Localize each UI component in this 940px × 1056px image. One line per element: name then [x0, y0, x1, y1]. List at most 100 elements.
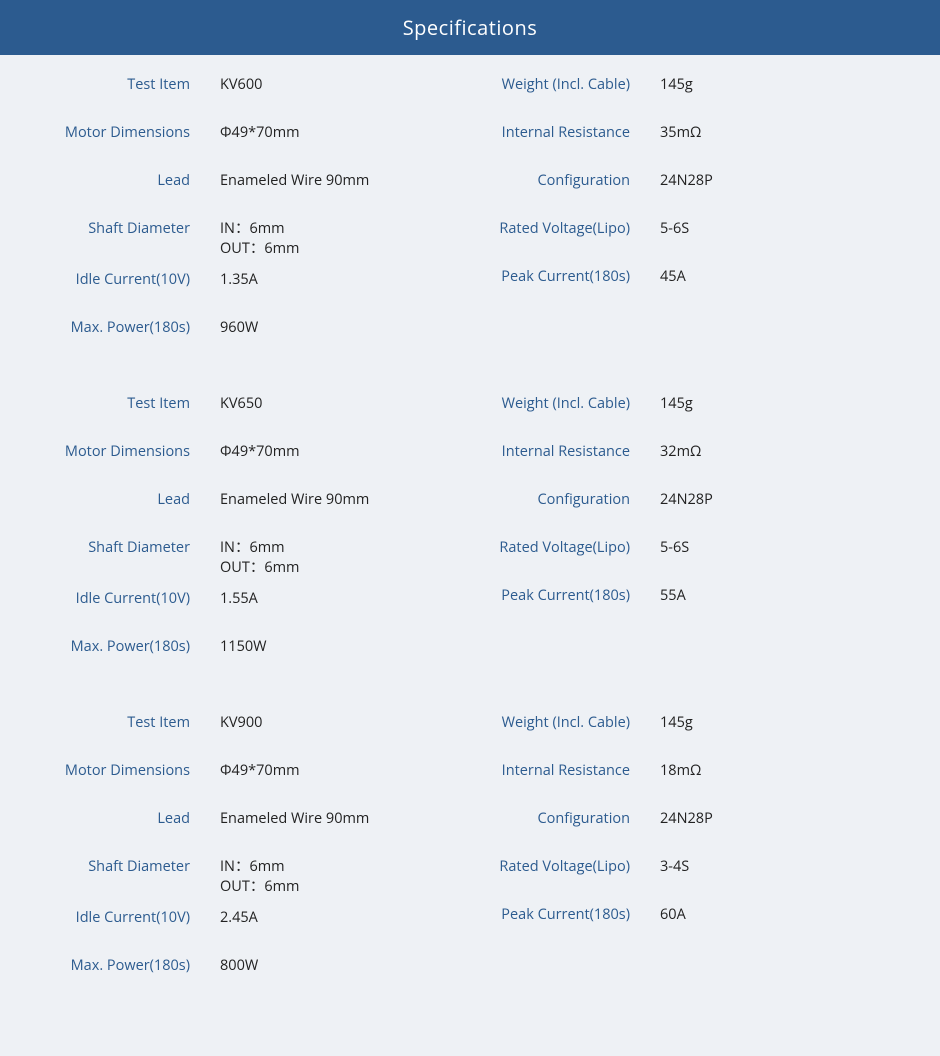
spec-row: Motor DimensionsΦ49*70mm [30, 436, 470, 484]
spec-value: 5-6S [660, 219, 910, 239]
spec-row: Idle Current(10V)1.55A [30, 583, 470, 631]
spec-column-left: Test ItemKV900 Motor DimensionsΦ49*70mm Le… [30, 707, 470, 998]
spec-value: IN：6mm OUT：6mm [220, 538, 470, 577]
spec-value: 2.45A [220, 908, 470, 928]
spec-value: 45A [660, 267, 910, 287]
spec-row: LeadEnameled Wire 90mm [30, 803, 470, 851]
spec-value: 960W [220, 318, 470, 338]
spec-value: Φ49*70mm [220, 442, 470, 462]
spec-row: Weight (Incl. Cable)145g [470, 69, 910, 117]
spec-label: Lead [30, 809, 220, 828]
spec-value: 1.35A [220, 270, 470, 290]
spec-value: 24N28P [660, 490, 910, 510]
spec-row: Motor DimensionsΦ49*70mm [30, 117, 470, 165]
spec-label: Rated Voltage(Lipo) [470, 219, 660, 238]
spec-row: Max. Power(180s)1150W [30, 631, 470, 679]
spec-row: Internal Resistance18mΩ [470, 755, 910, 803]
specs-header: Specifications [0, 0, 940, 55]
spec-value: 55A [660, 586, 910, 606]
spec-label: Test Item [30, 713, 220, 732]
spec-label: Shaft Diameter [30, 538, 220, 557]
spec-label: Configuration [470, 171, 660, 190]
spec-label: Max. Power(180s) [30, 637, 220, 656]
spec-label: Internal Resistance [470, 442, 660, 461]
spec-row: Shaft DiameterIN：6mm OUT：6mm [30, 851, 470, 902]
spec-row: LeadEnameled Wire 90mm [30, 484, 470, 532]
spec-row: Configuration24N28P [470, 803, 910, 851]
spec-label: Max. Power(180s) [30, 956, 220, 975]
spec-label: Test Item [30, 75, 220, 94]
spec-row: Peak Current(180s)55A [470, 580, 910, 628]
spec-label: Shaft Diameter [30, 857, 220, 876]
spec-label: Internal Resistance [470, 761, 660, 780]
spec-label: Configuration [470, 809, 660, 828]
spec-row: Test ItemKV600 [30, 69, 470, 117]
spec-label: Idle Current(10V) [30, 589, 220, 608]
spec-label: Motor Dimensions [30, 442, 220, 461]
spec-value: 145g [660, 394, 910, 414]
spec-value: Φ49*70mm [220, 123, 470, 143]
spec-label: Lead [30, 490, 220, 509]
spec-label: Idle Current(10V) [30, 270, 220, 289]
spec-value: 1150W [220, 637, 470, 657]
spec-value: 32mΩ [660, 442, 910, 462]
spec-group: Test ItemKV900 Motor DimensionsΦ49*70mm Le… [0, 707, 940, 998]
spec-label: Test Item [30, 394, 220, 413]
spec-value: 35mΩ [660, 123, 910, 143]
spec-value: Enameled Wire 90mm [220, 490, 470, 510]
spec-column-right: Weight (Incl. Cable)145gInternal Resista… [470, 69, 910, 360]
spec-label: Configuration [470, 490, 660, 509]
spec-column-right: Weight (Incl. Cable)145gInternal Resista… [470, 388, 910, 679]
spec-column-left: Test ItemKV650Motor DimensionsΦ49*70mmLe… [30, 388, 470, 679]
spec-row: Max. Power(180s)960W [30, 312, 470, 360]
spec-row: Test ItemKV650 [30, 388, 470, 436]
spec-row: Configuration24N28P [470, 165, 910, 213]
spec-column-left: Test ItemKV600Motor DimensionsΦ49*70mmLe… [30, 69, 470, 360]
spec-row: Idle Current(10V)2.45A [30, 902, 470, 950]
spec-value: 5-6S [660, 538, 910, 558]
spec-label: Idle Current(10V) [30, 908, 220, 927]
spec-value: 24N28P [660, 171, 910, 191]
spec-value: IN：6mm OUT：6mm [220, 219, 470, 258]
spec-value: KV900 [220, 713, 470, 733]
spec-label: Rated Voltage(Lipo) [470, 538, 660, 557]
spec-row: Internal Resistance35mΩ [470, 117, 910, 165]
spec-row: Internal Resistance32mΩ [470, 436, 910, 484]
spec-row: Peak Current(180s)45A [470, 261, 910, 309]
spec-row: Test ItemKV900 [30, 707, 470, 755]
spec-group: Test ItemKV600Motor DimensionsΦ49*70mmLe… [0, 69, 940, 360]
spec-row: Rated Voltage(Lipo)5-6S [470, 213, 910, 261]
spec-row: Idle Current(10V)1.35A [30, 264, 470, 312]
spec-value: 18mΩ [660, 761, 910, 781]
spec-value: Enameled Wire 90mm [220, 809, 470, 829]
spec-label: Max. Power(180s) [30, 318, 220, 337]
spec-label: Peak Current(180s) [470, 905, 660, 924]
specs-body: Test ItemKV600Motor DimensionsΦ49*70mmLe… [0, 55, 940, 1056]
spec-value: 800W [220, 956, 470, 976]
spec-row: Rated Voltage(Lipo)5-6S [470, 532, 910, 580]
spec-group: Test ItemKV650Motor DimensionsΦ49*70mmLe… [0, 388, 940, 679]
spec-value: KV600 [220, 75, 470, 95]
spec-row: LeadEnameled Wire 90mm [30, 165, 470, 213]
spec-column-right: Weight (Incl. Cable)145gInternal Resista… [470, 707, 910, 998]
spec-row: Weight (Incl. Cable)145g [470, 707, 910, 755]
spec-value: IN：6mm OUT：6mm [220, 857, 470, 896]
spec-value: Φ49*70mm [220, 761, 470, 781]
spec-row: Max. Power(180s)800W [30, 950, 470, 998]
spec-label: Lead [30, 171, 220, 190]
spec-label: Weight (Incl. Cable) [470, 75, 660, 94]
spec-label: Motor Dimensions [30, 123, 220, 142]
spec-value: 3-4S [660, 857, 910, 877]
spec-value: 60A [660, 905, 910, 925]
spec-label: Peak Current(180s) [470, 267, 660, 286]
spec-row: Weight (Incl. Cable)145g [470, 388, 910, 436]
spec-label: Internal Resistance [470, 123, 660, 142]
spec-row: Shaft DiameterIN：6mm OUT：6mm [30, 532, 470, 583]
spec-label: Motor Dimensions [30, 761, 220, 780]
spec-label: Weight (Incl. Cable) [470, 713, 660, 732]
spec-value: 1.55A [220, 589, 470, 609]
spec-label: Rated Voltage(Lipo) [470, 857, 660, 876]
spec-label: Weight (Incl. Cable) [470, 394, 660, 413]
spec-row: Configuration24N28P [470, 484, 910, 532]
spec-value: 24N28P [660, 809, 910, 829]
